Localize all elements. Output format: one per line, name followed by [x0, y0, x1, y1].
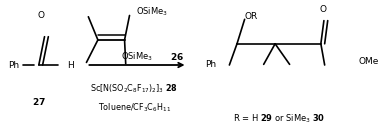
Text: $\mathbf{26}$: $\mathbf{26}$	[170, 51, 184, 62]
Text: O: O	[319, 5, 326, 14]
Text: $\mathbf{27}$: $\mathbf{27}$	[32, 96, 46, 106]
Text: Ph: Ph	[8, 60, 19, 70]
Text: Ph: Ph	[205, 60, 216, 69]
Text: OR: OR	[244, 12, 258, 21]
Text: H: H	[67, 60, 74, 70]
Text: Toluene/CF$_3$C$_6$H$_{11}$: Toluene/CF$_3$C$_6$H$_{11}$	[98, 102, 171, 114]
Text: O: O	[38, 11, 45, 20]
Text: Sc[N(SO$_2$C$_8$F$_{17}$)$_2$]$_3$ $\mathbf{28}$: Sc[N(SO$_2$C$_8$F$_{17}$)$_2$]$_3$ $\mat…	[90, 83, 178, 95]
Text: OSiMe$_3$: OSiMe$_3$	[121, 50, 153, 63]
Text: OMe: OMe	[359, 57, 379, 66]
Text: R = H $\mathbf{29}$ or SiMe$_3$ $\mathbf{30}$: R = H $\mathbf{29}$ or SiMe$_3$ $\mathbf…	[233, 112, 325, 125]
Text: OSiMe$_3$: OSiMe$_3$	[136, 5, 168, 18]
